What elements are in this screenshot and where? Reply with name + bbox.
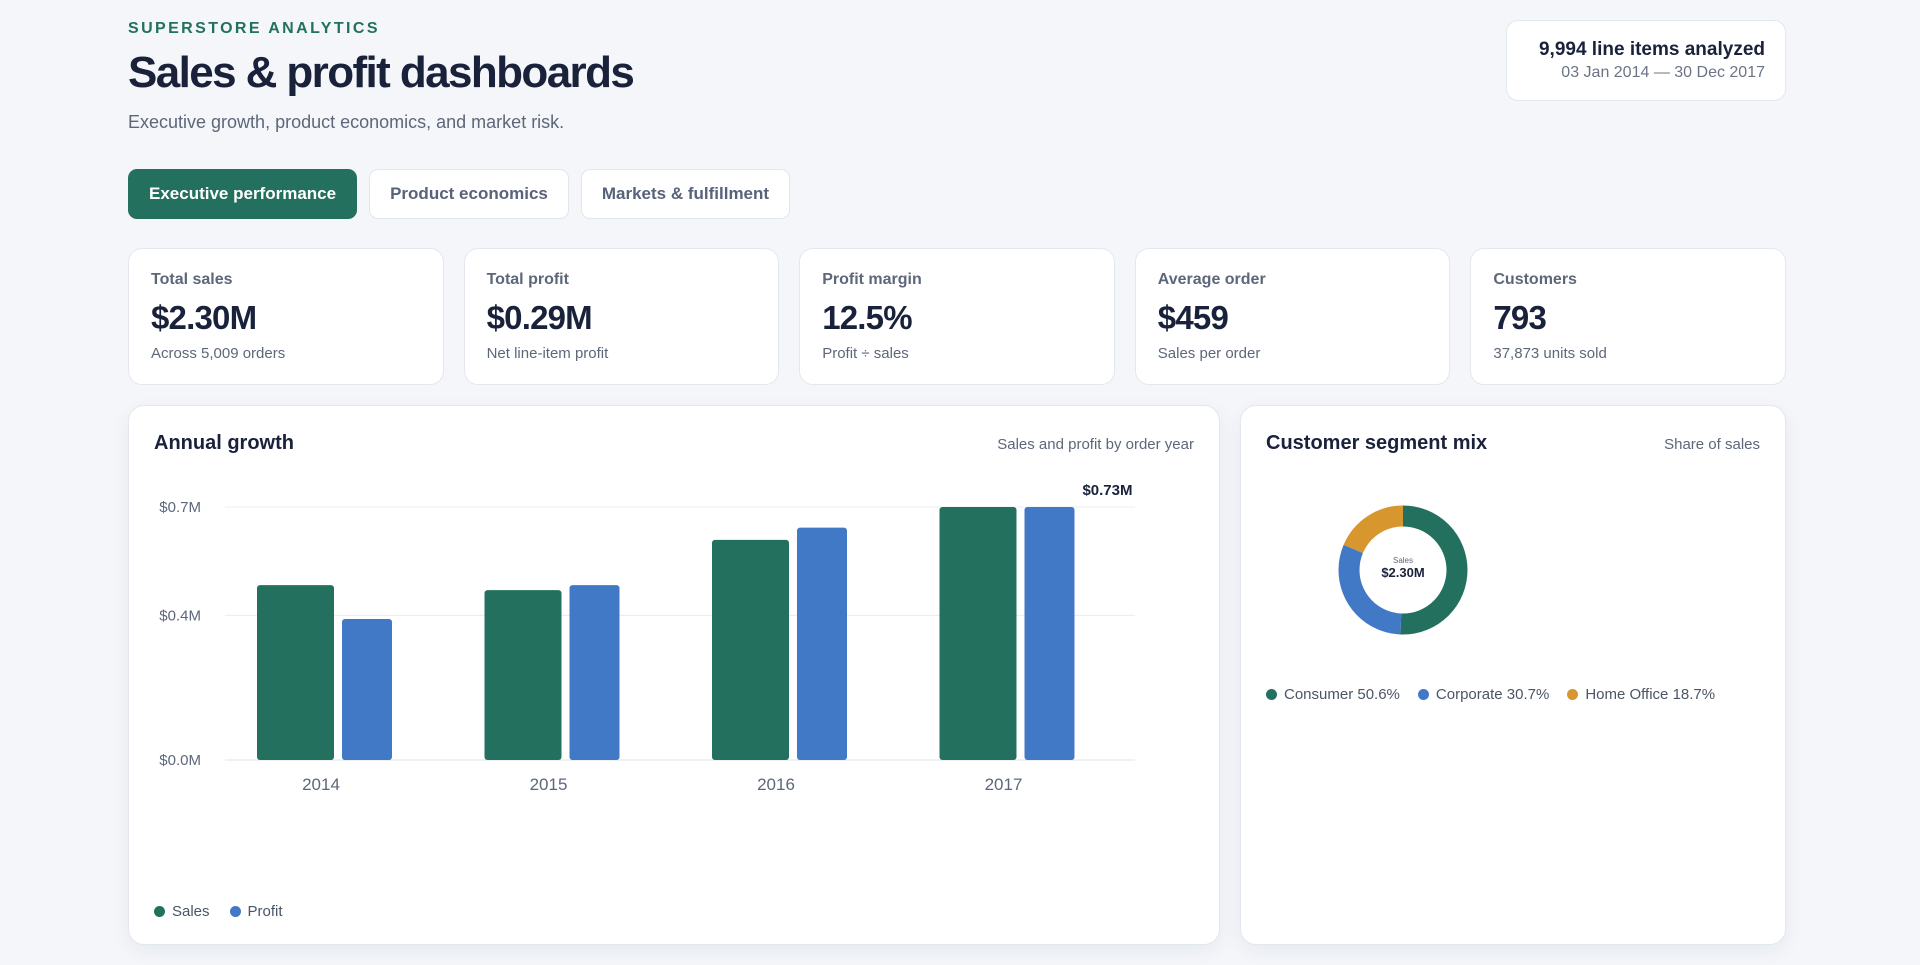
segment-legend: Consumer 50.6% Corporate 30.7% Home Offi… (1266, 686, 1715, 703)
dashboard: SUPERSTORE ANALYTICS Sales & profit dash… (128, 0, 1786, 965)
kpi-note: Sales per order (1157, 345, 1261, 362)
legend-item-consumer: Consumer 50.6% (1266, 686, 1400, 703)
bar-profit-2014 (342, 619, 392, 760)
kpi-total-sales: Total sales $2.30M Across 5,009 orders (128, 248, 444, 385)
kpi-value: $2.30M (151, 299, 257, 336)
kpi-label: Customers (1493, 271, 1577, 288)
legend-label: Corporate 30.7% (1435, 686, 1550, 703)
dataset-info-card: 9,994 line items analyzed 03 Jan 2014 — … (1506, 20, 1786, 101)
panel-title: Annual growth (154, 432, 294, 454)
annual-growth-chart: $0.0M $0.4M $0.7M 2014 2015 2016 2017 $0.73M (159, 482, 1135, 794)
y-tick-label: $0.4M (159, 607, 201, 624)
dashboard-tabs: Executive performance Product economics … (128, 169, 791, 219)
page-subtitle: Executive growth, product economics, and… (128, 112, 565, 132)
y-tick-label: $0.0M (159, 752, 201, 769)
kpi-value: 793 (1493, 299, 1547, 336)
panel-subtitle: Sales and profit by order year (997, 436, 1194, 453)
legend-swatch (1417, 689, 1429, 700)
x-tick-label: 2016 (757, 775, 795, 794)
annual-growth-panel: Annual growth Sales and profit by order … (128, 405, 1220, 945)
donut-slice-corporate (1338, 505, 1468, 635)
donut-slice-home-office (1338, 505, 1468, 635)
panel-title: Customer segment mix (1266, 432, 1488, 454)
y-tick-label: $0.7M (159, 499, 201, 516)
tab-markets-fulfillment[interactable]: Markets & fulfillment (580, 169, 791, 219)
kpi-label: Average order (1157, 271, 1266, 288)
kpi-customers: Customers 793 37,873 units sold (1470, 248, 1786, 385)
legend-label: Home Office 18.7% (1585, 686, 1716, 703)
chart-legend: Sales Profit (154, 903, 283, 920)
page-title: Sales & profit dashboards (128, 48, 635, 97)
kpi-label: Profit margin (822, 271, 922, 288)
kpi-value: $0.29M (486, 299, 593, 336)
legend-item-sales: Sales (154, 903, 210, 920)
kpi-note: 37,873 units sold (1493, 345, 1607, 362)
bar-sales-2016 (712, 539, 789, 760)
panel-subtitle: Share of sales (1664, 436, 1760, 453)
x-tick-label: 2014 (302, 775, 340, 794)
tab-product-economics[interactable]: Product economics (369, 169, 569, 219)
legend-item-profit: Profit (229, 903, 283, 920)
legend-label: Profit (247, 903, 283, 920)
bar-profit-2015 (569, 585, 620, 760)
kpi-note: Net line-item profit (486, 345, 609, 362)
legend-swatch (1266, 689, 1277, 700)
legend-swatch (1567, 689, 1579, 700)
legend-item-corporate: Corporate 30.7% (1417, 686, 1550, 703)
line-items-count: 9,994 line items analyzed (1538, 39, 1765, 60)
kpi-value: $459 (1157, 299, 1229, 336)
peak-value-label: $0.73M (1082, 482, 1132, 499)
donut-center-label: Sales (1393, 556, 1413, 565)
donut-center-value: $2.30M (1381, 565, 1424, 580)
bar-sales-2017 (939, 507, 1017, 760)
customer-segment-panel: Customer segment mix Share of sales Sale… (1240, 405, 1786, 945)
legend-item-home-office: Home Office 18.7% (1567, 686, 1715, 703)
x-tick-label: 2017 (985, 775, 1023, 794)
kpi-total-profit: Total profit $0.29M Net line-item profit (463, 248, 780, 385)
eyebrow-label: SUPERSTORE ANALYTICS (128, 20, 380, 37)
tab-executive-performance[interactable]: Executive performance (128, 169, 358, 219)
date-range: 03 Jan 2014 — 30 Dec 2017 (1561, 64, 1765, 81)
kpi-value: 12.5% (822, 299, 912, 336)
kpi-row: Total sales $2.30M Across 5,009 orders T… (128, 248, 1786, 385)
legend-swatch (229, 906, 241, 917)
kpi-label: Total sales (151, 271, 233, 288)
legend-label: Sales (172, 903, 210, 920)
bar-profit-2017 (1024, 507, 1075, 760)
x-tick-label: 2015 (530, 775, 568, 794)
kpi-average-order: Average order $459 Sales per order (1134, 248, 1451, 385)
bar-profit-2016 (797, 527, 847, 760)
bar-sales-2015 (484, 590, 562, 760)
bar-sales-2014 (257, 585, 334, 760)
legend-swatch (154, 906, 165, 917)
segment-donut-chart: Sales$2.30M (1338, 505, 1468, 635)
kpi-note: Profit ÷ sales (822, 345, 909, 362)
kpi-profit-margin: Profit margin 12.5% Profit ÷ sales (799, 248, 1115, 385)
kpi-note: Across 5,009 orders (151, 345, 286, 362)
legend-label: Consumer 50.6% (1284, 686, 1400, 703)
kpi-label: Total profit (486, 271, 569, 288)
